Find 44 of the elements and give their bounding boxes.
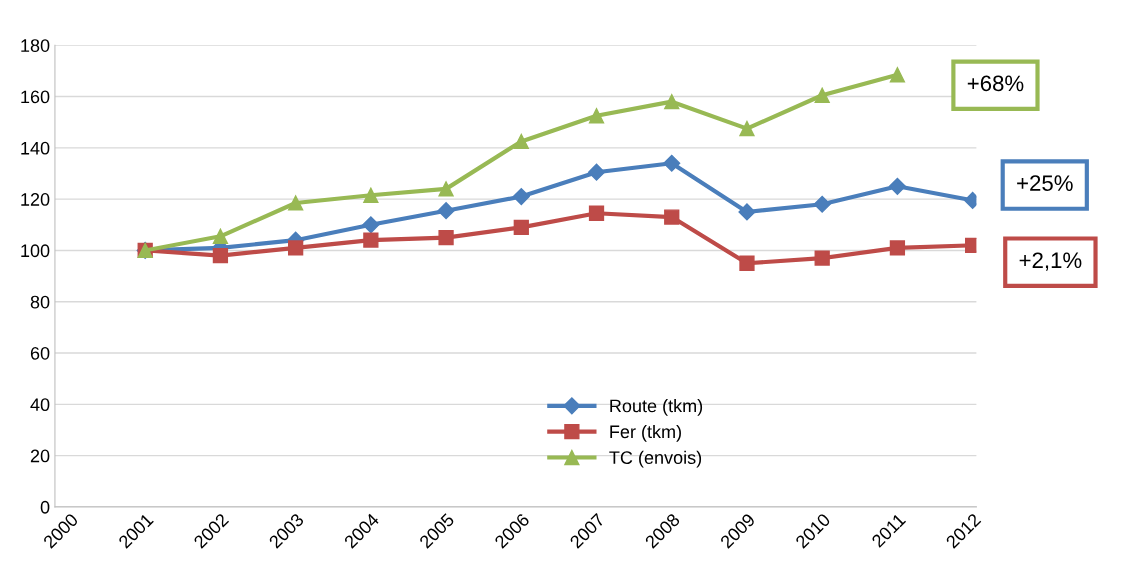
point — [814, 250, 830, 266]
point — [889, 240, 906, 256]
point — [438, 229, 454, 246]
y-tick-label: 140 — [21, 141, 50, 155]
point — [663, 154, 681, 172]
y-tick-label: 40 — [30, 398, 50, 412]
text: +25% — [1017, 175, 1073, 191]
y-tick-label: 20 — [30, 449, 50, 463]
point — [814, 87, 830, 103]
point — [739, 255, 755, 271]
point — [363, 232, 379, 248]
y-tick-label: 180 — [21, 39, 50, 52]
point — [212, 228, 229, 244]
point — [664, 94, 680, 110]
point — [287, 195, 304, 211]
point — [287, 240, 304, 256]
point — [587, 163, 606, 181]
y-tick-label: 100 — [21, 244, 50, 258]
annotation: +68% — [967, 75, 1024, 92]
point — [738, 203, 756, 221]
point — [512, 188, 530, 206]
point — [588, 205, 605, 221]
y-tick-label: 160 — [21, 90, 50, 104]
y-tick-label: 0 — [40, 500, 50, 514]
y-tick-label: 80 — [30, 295, 50, 309]
point — [212, 247, 229, 264]
point — [513, 133, 529, 150]
point — [588, 108, 605, 124]
legend-label: TC (envois) — [609, 450, 702, 468]
point — [889, 67, 906, 83]
point — [739, 120, 755, 137]
legend-label: Route (tkm) — [610, 399, 703, 416]
point — [664, 209, 680, 225]
point — [437, 202, 455, 220]
point — [513, 219, 529, 235]
point — [888, 177, 906, 195]
y-tick-label: 120 — [21, 193, 50, 206]
point — [363, 187, 379, 203]
point — [813, 195, 831, 213]
text: +2,1% — [1019, 252, 1082, 271]
point — [362, 216, 380, 234]
point — [438, 181, 454, 197]
legend-label: Fer (tkm) — [610, 424, 681, 442]
y-tick-label: 60 — [30, 346, 50, 360]
